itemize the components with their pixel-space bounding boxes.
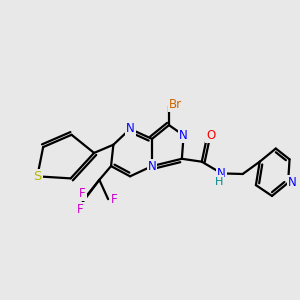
Text: N: N (179, 129, 188, 142)
Text: N: N (148, 160, 156, 172)
Text: F: F (77, 202, 84, 216)
Text: N: N (288, 176, 297, 189)
Text: S: S (33, 170, 41, 183)
Text: O: O (206, 129, 216, 142)
Text: F: F (79, 187, 86, 200)
Text: H: H (214, 177, 223, 187)
Text: Br: Br (169, 98, 182, 111)
Text: N: N (217, 167, 226, 180)
Text: F: F (111, 193, 117, 206)
Text: N: N (126, 122, 134, 135)
